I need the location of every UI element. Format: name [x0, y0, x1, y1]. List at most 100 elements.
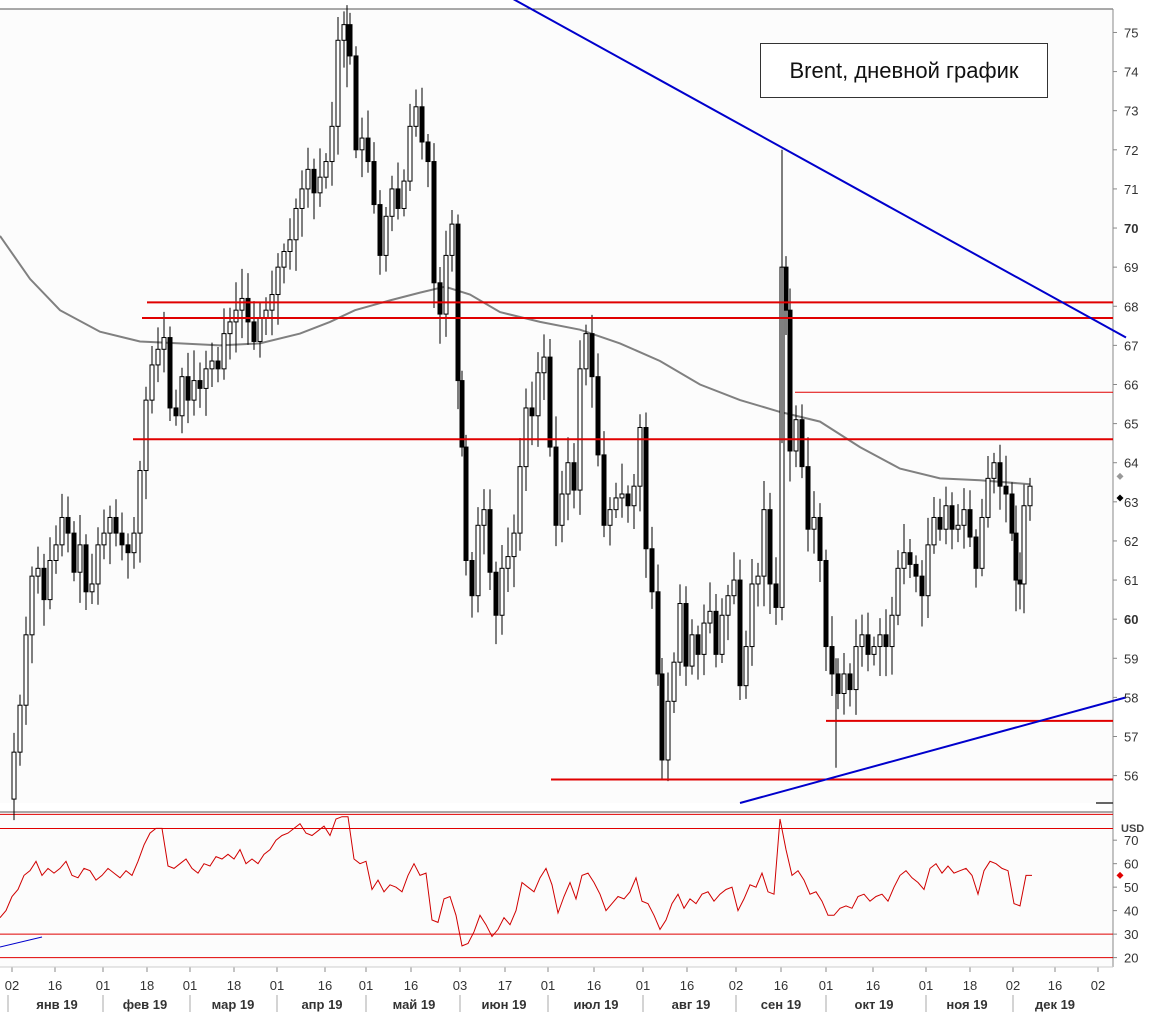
candle — [613, 482, 619, 518]
candle — [203, 350, 209, 416]
candle — [425, 133, 431, 188]
day-tick-label: 16 — [404, 978, 418, 993]
candle — [689, 619, 695, 675]
price-tick-label: 62 — [1124, 534, 1138, 549]
candle — [607, 497, 613, 546]
candle — [437, 267, 443, 344]
price-tick-label: 75 — [1124, 25, 1138, 40]
candle — [625, 485, 631, 523]
candle — [595, 353, 601, 467]
candle — [517, 438, 523, 551]
candle — [637, 414, 643, 512]
candle — [1009, 482, 1015, 542]
trend-line — [739, 696, 1127, 804]
rsi-marker-red — [1116, 871, 1124, 879]
day-tick-label: 01 — [359, 978, 373, 993]
candle — [961, 488, 967, 549]
candle — [389, 175, 395, 232]
day-tick-label: 01 — [919, 978, 933, 993]
candle — [601, 431, 607, 538]
candle — [877, 618, 883, 677]
candle — [931, 496, 937, 554]
currency-label: USD — [1121, 823, 1144, 835]
candle — [299, 170, 305, 237]
candle — [329, 101, 335, 186]
candle — [859, 614, 865, 667]
candle — [713, 594, 719, 668]
candle — [29, 566, 35, 664]
candle — [137, 460, 143, 563]
candle — [1013, 505, 1019, 612]
candle — [677, 584, 683, 676]
month-label: ноя 19 — [946, 997, 987, 1012]
candle — [167, 326, 173, 422]
candle — [841, 653, 847, 715]
candle — [459, 370, 465, 457]
candle — [883, 609, 889, 677]
candle — [907, 539, 913, 578]
price-tick-label: 68 — [1124, 299, 1138, 314]
candle — [773, 557, 779, 625]
candle — [305, 147, 311, 208]
day-tick-label: 02 — [5, 978, 19, 993]
candle — [347, 12, 353, 65]
candle — [191, 350, 197, 416]
candle — [371, 142, 377, 214]
price-tick-label: 70 — [1124, 221, 1138, 236]
candle — [991, 452, 997, 494]
candle — [395, 162, 401, 220]
candle — [469, 551, 475, 618]
candle — [571, 443, 577, 509]
candle — [359, 117, 365, 178]
day-tick-label: 16 — [1048, 978, 1062, 993]
candle — [125, 533, 131, 579]
candle — [655, 564, 661, 686]
candle — [505, 527, 511, 593]
day-tick-label: 02 — [1006, 978, 1020, 993]
price-marker-gray — [1116, 472, 1124, 480]
day-tick-label: 16 — [866, 978, 880, 993]
candle — [383, 206, 389, 272]
candle — [155, 327, 161, 383]
candle — [209, 342, 215, 387]
candle — [47, 537, 53, 610]
candle — [665, 672, 671, 782]
price-tick-label: 57 — [1124, 730, 1138, 745]
candle — [731, 552, 737, 605]
candle — [221, 308, 227, 380]
candle — [293, 198, 299, 271]
candle — [341, 11, 347, 68]
chart-title: Brent, дневной график — [760, 43, 1048, 98]
candle — [997, 444, 1003, 510]
candle — [65, 496, 71, 553]
rsi-trend-line — [0, 936, 43, 948]
candle — [35, 546, 41, 594]
candle — [119, 512, 125, 561]
candle — [71, 521, 77, 582]
candle — [287, 218, 293, 270]
candle — [101, 509, 107, 560]
candle — [197, 362, 203, 408]
candle — [11, 732, 17, 821]
candle — [113, 499, 119, 547]
candle — [23, 616, 29, 725]
day-tick-label: 02 — [729, 978, 743, 993]
day-tick-label: 16 — [680, 978, 694, 993]
candle — [239, 268, 245, 339]
price-tick-label: 56 — [1124, 769, 1138, 784]
candle — [41, 553, 47, 626]
rsi-panel — [0, 812, 1113, 967]
month-label: май 19 — [393, 997, 436, 1012]
candle — [1021, 484, 1027, 614]
candle — [847, 663, 853, 707]
price-tick-label: 69 — [1124, 260, 1138, 275]
month-label: апр 19 — [301, 997, 342, 1012]
candle — [83, 534, 89, 611]
candle — [161, 311, 167, 373]
day-tick-label: 01 — [96, 978, 110, 993]
price-tick-label: 65 — [1124, 417, 1138, 432]
candle — [701, 604, 707, 676]
candle — [895, 550, 901, 626]
candle — [925, 517, 931, 618]
trend-line — [512, 0, 1127, 339]
